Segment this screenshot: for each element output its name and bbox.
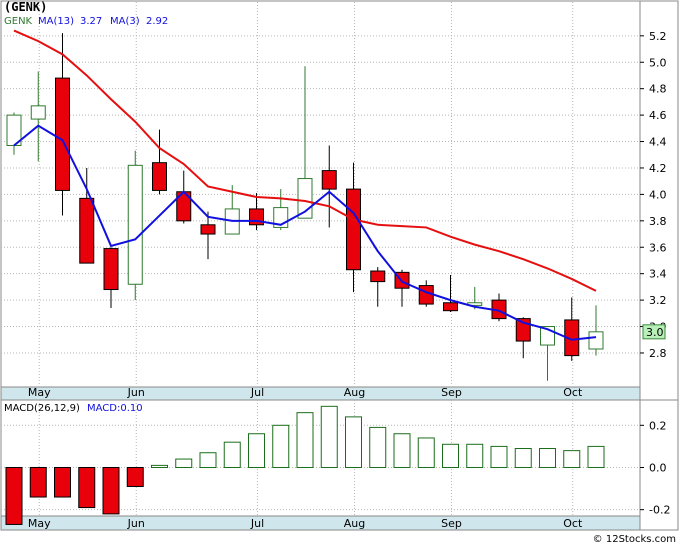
macd-bar	[296, 412, 314, 468]
macd-bar	[151, 464, 168, 468]
price-month-label: Jun	[127, 386, 145, 399]
macd-bar	[78, 466, 96, 509]
price-tick-label: 3.8	[649, 215, 667, 228]
candle-body	[321, 170, 337, 190]
macd-bar	[563, 450, 581, 468]
price-month-label: Jul	[250, 386, 264, 399]
macd-month-label: Oct	[563, 517, 583, 530]
macd-tick-label: 0.0	[649, 461, 667, 474]
macd-bar	[514, 448, 532, 468]
macd-bar	[5, 466, 23, 525]
candle-body	[79, 197, 95, 264]
price-tick-label: 5.0	[649, 56, 667, 69]
price-tick-label: 4.2	[649, 162, 667, 175]
legend-ticker: GENK	[4, 16, 33, 27]
candle-body	[370, 270, 386, 283]
macd-month-label: Jun	[127, 517, 145, 530]
candle-body	[200, 224, 216, 235]
macd-bar	[175, 458, 193, 468]
macd-month-label: Aug	[344, 517, 365, 530]
macd-bar	[539, 448, 556, 468]
price-tick-label: 5.2	[649, 30, 667, 43]
candle-body	[443, 302, 458, 312]
macd-bar	[587, 445, 605, 468]
macd-bar	[466, 443, 484, 468]
price-month-label: Oct	[563, 386, 583, 399]
price-tick-label: 4.0	[649, 188, 667, 201]
candle-body	[346, 188, 361, 271]
ma3-line	[13, 124, 597, 341]
price-tick-label: 4.4	[649, 136, 667, 149]
price-tick-label: 3.6	[649, 241, 667, 254]
macd-bar	[102, 466, 120, 515]
candle-body	[588, 331, 604, 350]
macd-tick-label: 0.2	[649, 419, 667, 432]
macd-month-label: Sep	[441, 517, 462, 530]
legend-ma13-value: 3.27	[80, 16, 102, 27]
macd-bar	[442, 443, 459, 468]
macd-bar	[199, 452, 217, 468]
macd-title: MACD(26,12,9)	[4, 403, 80, 414]
price-tick-label: 4.6	[649, 109, 667, 122]
price-month-label: May	[28, 386, 51, 399]
price-tick-label: 3.2	[649, 294, 667, 307]
candle-body	[152, 162, 167, 191]
macd-bar	[345, 416, 362, 468]
price-date-band	[0, 386, 641, 401]
macd-bar	[29, 466, 47, 498]
macd-bar	[369, 426, 387, 468]
macd-bar	[126, 466, 144, 487]
macd-bar	[272, 424, 290, 468]
macd-value-label: MACD:0.10	[87, 403, 143, 414]
last-price-tag	[642, 324, 666, 340]
price-month-label: Sep	[441, 386, 462, 399]
macd-tick-label: -0.2	[649, 504, 670, 517]
macd-date-band	[0, 515, 641, 531]
candle-body	[30, 105, 46, 120]
copyright-text: © 12Stocks.com	[592, 534, 676, 545]
macd-month-label: Jul	[250, 517, 264, 530]
macd-bar	[54, 466, 71, 498]
macd-bar	[393, 433, 411, 468]
macd-bar	[223, 441, 241, 468]
ma13-line	[13, 29, 597, 292]
price-tick-label: 3.4	[649, 268, 667, 281]
price-tick-label: 2.8	[649, 347, 667, 360]
candle-body	[103, 248, 119, 291]
macd-bar	[320, 405, 338, 468]
legend-ma3-label: MA(3)	[110, 16, 140, 27]
candle-body	[127, 164, 143, 285]
candle-body	[55, 77, 70, 191]
macd-bar	[417, 437, 435, 468]
macd-bar	[248, 433, 265, 468]
legend-ma13-label: MA(13)	[38, 16, 74, 27]
macd-bar	[490, 445, 508, 468]
last-price-label: 3.0	[646, 326, 664, 339]
macd-month-label: May	[28, 517, 51, 530]
price-tick-label: 4.8	[649, 83, 667, 96]
price-month-label: Aug	[344, 386, 365, 399]
ticker-title: (GENK)	[4, 0, 48, 14]
legend-ma3-value: 2.92	[146, 16, 168, 27]
